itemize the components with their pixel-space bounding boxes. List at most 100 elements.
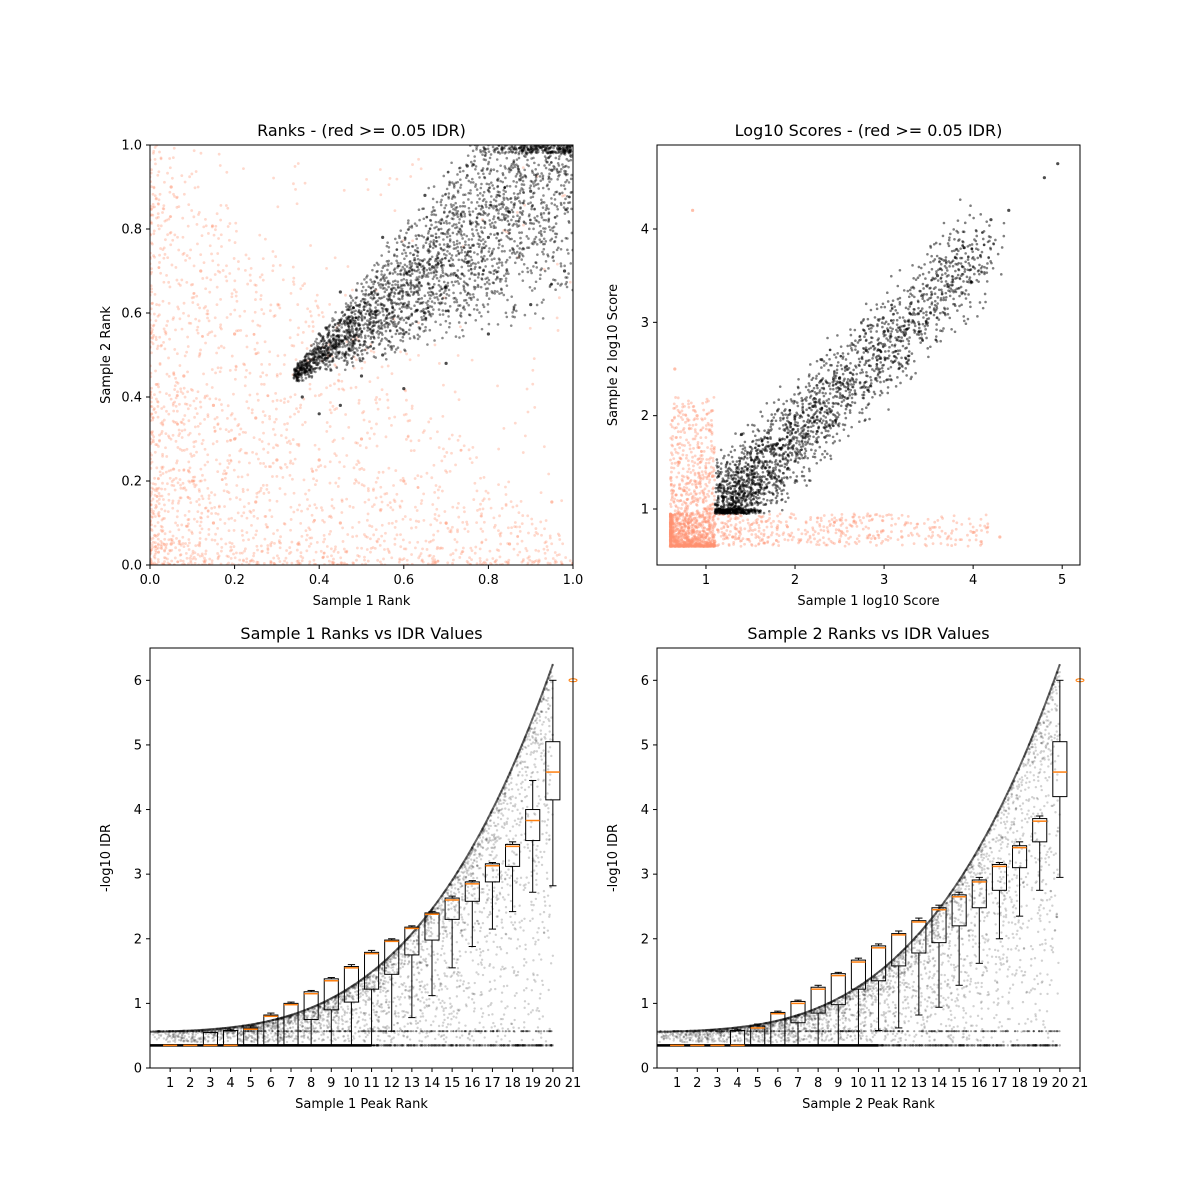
failed-point <box>351 535 355 539</box>
passed-point <box>308 368 311 372</box>
passed-point <box>515 163 518 166</box>
passed-point <box>458 227 462 231</box>
passed-point <box>488 247 491 250</box>
failed-point <box>393 537 397 541</box>
passed-point <box>379 278 382 282</box>
failed-point <box>273 420 277 424</box>
failed-point <box>445 451 449 454</box>
failed-point <box>295 548 299 552</box>
passed-point <box>469 267 473 271</box>
passed-point <box>389 293 392 297</box>
passed-point <box>557 147 561 150</box>
passed-point <box>562 146 566 150</box>
failed-point <box>390 521 394 525</box>
passed-point <box>383 303 386 307</box>
failed-point <box>279 465 282 469</box>
passed-point <box>444 284 448 287</box>
failed-point <box>256 457 260 461</box>
passed-point <box>334 310 337 314</box>
passed-point <box>516 214 519 218</box>
passed-point <box>321 356 324 360</box>
failed-point <box>170 480 174 483</box>
failed-point <box>178 542 182 546</box>
failed-point <box>500 507 504 510</box>
passed-point <box>479 213 483 216</box>
passed-point <box>484 154 487 157</box>
passed-point <box>530 222 534 225</box>
passed-point <box>292 377 296 380</box>
failed-point <box>346 265 350 268</box>
passed-point <box>391 280 395 283</box>
failed-point <box>390 423 393 427</box>
failed-point <box>334 454 338 458</box>
passed-point <box>529 151 533 155</box>
failed-point <box>171 506 175 510</box>
passed-point <box>397 332 401 336</box>
passed-point <box>422 246 425 249</box>
failed-point <box>356 554 360 557</box>
passed-point <box>387 339 391 343</box>
passed-point <box>465 253 469 256</box>
passed-point <box>403 348 406 352</box>
failed-point <box>157 560 160 564</box>
passed-point <box>492 207 495 210</box>
passed-point <box>371 329 375 333</box>
failed-point <box>175 195 179 199</box>
passed-point <box>303 366 306 370</box>
failed-point <box>266 551 270 555</box>
failed-point <box>161 517 165 521</box>
passed-point <box>376 320 379 324</box>
passed-point <box>309 367 312 370</box>
passed-point <box>311 350 314 354</box>
passed-point <box>462 274 466 278</box>
failed-point <box>247 502 251 505</box>
passed-point <box>401 265 405 269</box>
passed-point <box>500 147 503 151</box>
passed-point <box>351 361 354 364</box>
passed-point <box>570 231 573 235</box>
failed-point <box>266 548 270 552</box>
failed-point <box>532 357 536 361</box>
passed-point <box>495 193 499 197</box>
passed-point <box>358 339 361 343</box>
failed-point <box>422 429 426 433</box>
failed-point <box>208 557 212 561</box>
passed-point <box>479 226 483 229</box>
passed-point <box>512 305 516 308</box>
failed-point <box>204 549 208 553</box>
passed-point <box>563 148 567 152</box>
passed-point <box>432 293 435 296</box>
passed-point <box>386 281 389 284</box>
passed-point <box>350 310 353 314</box>
failed-point <box>161 299 165 303</box>
failed-point <box>206 460 210 464</box>
passed-point <box>537 231 541 234</box>
passed-point <box>296 367 300 370</box>
passed-point <box>374 308 378 312</box>
passed-point <box>363 316 366 320</box>
failed-point <box>174 476 178 480</box>
failed-point <box>150 213 153 217</box>
failed-point <box>185 254 189 257</box>
passed-point <box>506 198 510 201</box>
failed-point <box>226 466 230 469</box>
passed-point <box>534 235 538 239</box>
failed-point <box>248 559 252 563</box>
failed-point <box>446 526 450 530</box>
passed-point <box>440 258 444 261</box>
passed-point <box>480 260 484 263</box>
passed-point <box>495 169 499 173</box>
passed-point <box>387 295 391 299</box>
passed-point <box>483 226 486 229</box>
failed-point <box>163 503 166 507</box>
passed-point <box>350 311 354 315</box>
passed-point <box>467 292 470 295</box>
passed-point <box>497 216 500 219</box>
passed-point <box>481 272 485 276</box>
passed-point <box>534 145 538 149</box>
passed-point <box>336 334 339 338</box>
passed-point <box>497 194 501 197</box>
passed-point <box>409 324 412 327</box>
passed-point <box>520 152 524 155</box>
passed-point <box>513 198 517 201</box>
